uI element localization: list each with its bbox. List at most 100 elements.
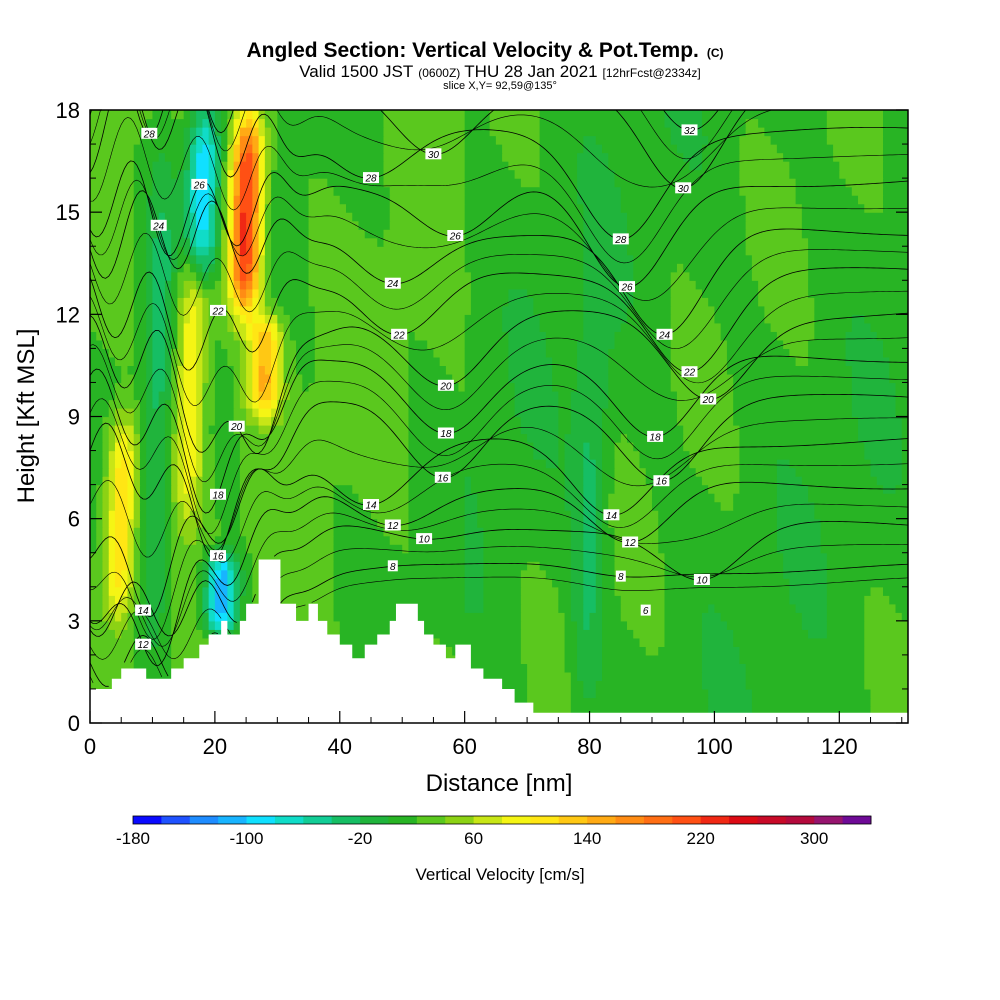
velocity-cell	[202, 552, 210, 562]
contour-label: 18	[650, 432, 662, 443]
velocity-cell	[271, 305, 285, 315]
velocity-cell	[470, 476, 566, 486]
velocity-cell	[221, 254, 228, 264]
velocity-cell	[264, 203, 272, 213]
velocity-cell	[701, 612, 722, 622]
velocity-cell	[164, 280, 172, 290]
velocity-cell	[177, 305, 185, 315]
velocity-cell	[208, 237, 216, 247]
velocity-cell	[133, 348, 147, 358]
velocity-cell	[114, 518, 129, 528]
velocity-cell	[239, 365, 247, 375]
velocity-cell	[533, 705, 572, 716]
velocity-cell	[577, 382, 609, 392]
velocity-cell	[183, 390, 197, 401]
isentrope-8	[90, 563, 908, 687]
contour-label-bg	[656, 328, 673, 340]
velocity-cell	[264, 314, 278, 324]
velocity-cell	[108, 433, 116, 443]
velocity-cell	[252, 578, 335, 588]
velocity-cell	[239, 399, 247, 409]
velocity-cell	[196, 365, 203, 375]
contour-label: 26	[193, 180, 206, 191]
velocity-cell	[464, 501, 478, 511]
velocity-cell	[177, 322, 185, 332]
velocity-cell	[308, 382, 410, 392]
velocity-cell	[214, 373, 235, 384]
velocity-cell	[464, 544, 484, 554]
velocity-cell	[308, 178, 328, 188]
velocity-cell	[133, 501, 141, 511]
velocity-cell	[114, 433, 122, 443]
velocity-cell	[233, 382, 241, 392]
velocity-cell	[158, 637, 172, 647]
velocity-cell	[583, 578, 597, 588]
velocity-cell	[258, 220, 266, 230]
velocity-cell	[339, 195, 391, 205]
velocity-cell	[583, 305, 628, 315]
terrain-mask	[90, 559, 908, 723]
velocity-cell	[283, 407, 410, 418]
velocity-cell	[221, 169, 228, 179]
contour-label-bg	[210, 304, 226, 316]
plot-area: 2826242220181614123028262422201816141210…	[89, 109, 909, 724]
velocity-cell	[196, 118, 203, 128]
velocity-cell	[221, 135, 228, 145]
velocity-cell	[870, 688, 908, 699]
velocity-cell	[676, 407, 734, 418]
velocity-cell	[701, 288, 759, 298]
velocity-cell	[227, 297, 235, 307]
velocity-cell	[464, 569, 484, 579]
velocity-cell	[583, 237, 628, 247]
velocity-cell	[102, 578, 110, 588]
velocity-cell	[302, 382, 310, 392]
velocity-cell	[114, 407, 135, 418]
velocity-cell	[177, 314, 185, 324]
velocity-cell	[464, 144, 503, 154]
velocity-cell	[520, 654, 566, 664]
velocity-cell	[339, 620, 522, 630]
velocity-cell	[408, 450, 534, 460]
velocity-cell	[464, 135, 497, 145]
velocity-cell	[864, 314, 908, 324]
velocity-cell	[620, 203, 747, 213]
velocity-cell	[208, 365, 216, 375]
velocity-cell	[720, 501, 734, 511]
velocity-cell	[583, 220, 628, 230]
velocity-cell	[464, 356, 509, 367]
velocity-cell	[196, 476, 203, 486]
velocity-cell	[258, 399, 272, 409]
velocity-cell	[602, 416, 678, 426]
velocity-cell	[90, 322, 135, 332]
velocity-cell	[139, 407, 147, 418]
isentrope-12	[90, 481, 908, 666]
velocity-cell	[139, 484, 147, 494]
velocity-cell	[233, 314, 241, 324]
velocity-cell	[239, 450, 410, 460]
velocity-cell	[96, 510, 104, 520]
velocity-cell	[520, 620, 566, 630]
velocity-cell	[139, 561, 147, 571]
minor-ticks	[90, 143, 908, 723]
velocity-cell	[808, 237, 908, 247]
velocity-cell	[595, 569, 603, 579]
velocity-cell	[108, 348, 135, 358]
velocity-cell	[196, 195, 210, 205]
velocity-cell	[583, 229, 628, 239]
velocity-cell	[271, 348, 278, 358]
velocity-cell	[90, 178, 135, 188]
contour-labels: 2826242220181614123028262422201816141210…	[135, 124, 717, 651]
isentrope-20	[90, 310, 908, 454]
velocity-cell	[202, 459, 216, 469]
velocity-cell	[658, 518, 778, 528]
velocity-cell	[271, 229, 310, 239]
contour-label-bg	[647, 430, 664, 442]
velocity-cell	[783, 569, 828, 579]
velocity-cell	[502, 305, 534, 315]
velocity-cell	[133, 407, 141, 418]
colorbar-swatch	[615, 816, 645, 824]
velocity-cell	[221, 246, 228, 256]
velocity-cell	[202, 586, 210, 596]
velocity-cell	[808, 348, 847, 358]
velocity-cell	[739, 442, 865, 452]
